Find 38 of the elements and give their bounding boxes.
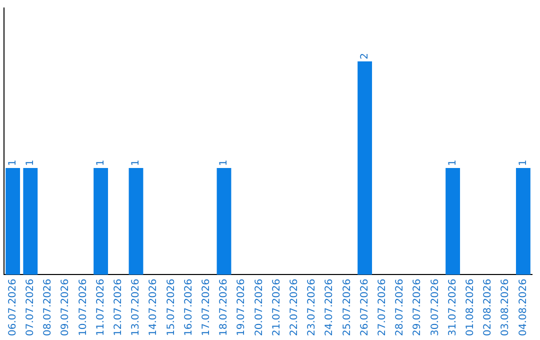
data-label: 1 xyxy=(518,160,529,166)
x-tick-label: 09.07.2026 xyxy=(60,278,72,336)
x-tick-label: 22.07.2026 xyxy=(288,278,300,336)
data-label: 1 xyxy=(218,160,230,166)
x-tick-label: 28.07.2026 xyxy=(394,278,406,336)
x-tick-label: 30.07.2026 xyxy=(430,278,441,336)
x-tick-label: 21.07.2026 xyxy=(271,278,282,336)
data-label: 1 xyxy=(24,160,36,166)
data-label: 1 xyxy=(7,160,18,166)
x-tick-label: 17.07.2026 xyxy=(200,278,212,336)
x-tick-label: 02.08.2026 xyxy=(482,278,494,336)
x-tick-label: 25.07.2026 xyxy=(342,278,353,336)
x-tick-label: 06.07.2026 xyxy=(7,278,18,336)
x-tick-label: 13.07.2026 xyxy=(130,278,142,336)
x-tick-label: 31.07.2026 xyxy=(447,278,458,336)
x-tick-label: 14.07.2026 xyxy=(148,278,160,336)
x-tick-label: 23.07.2026 xyxy=(306,278,318,336)
x-tick-label: 11.07.2026 xyxy=(95,278,106,336)
x-tick-label: 10.07.2026 xyxy=(78,278,89,336)
x-tick-label: 29.07.2026 xyxy=(412,278,424,336)
data-label: 2 xyxy=(359,52,370,60)
x-tick-label: 04.08.2026 xyxy=(518,278,529,336)
x-tick-label: 08.07.2026 xyxy=(42,278,54,336)
x-tick-label: 27.07.2026 xyxy=(376,278,388,336)
data-label: 1 xyxy=(130,160,142,166)
data-label: 1 xyxy=(95,160,106,166)
x-tick-label: 24.07.2026 xyxy=(324,278,336,336)
x-tick-label: 07.07.2026 xyxy=(24,278,36,336)
x-tick-label: 15.07.2026 xyxy=(166,278,177,336)
x-tick-label: 26.07.2026 xyxy=(359,278,370,336)
x-tick-label: 18.07.2026 xyxy=(218,278,230,336)
x-tick-label: 19.07.2026 xyxy=(236,278,248,336)
x-tick-label: 03.08.2026 xyxy=(500,278,512,336)
x-tick-label: 12.07.2026 xyxy=(112,278,124,336)
x-tick-label: 16.07.2026 xyxy=(183,278,194,336)
x-tick-label: 20.07.2026 xyxy=(254,278,265,336)
data-label: 1 xyxy=(447,160,458,166)
x-tick-label: 01.08.2026 xyxy=(464,278,476,336)
